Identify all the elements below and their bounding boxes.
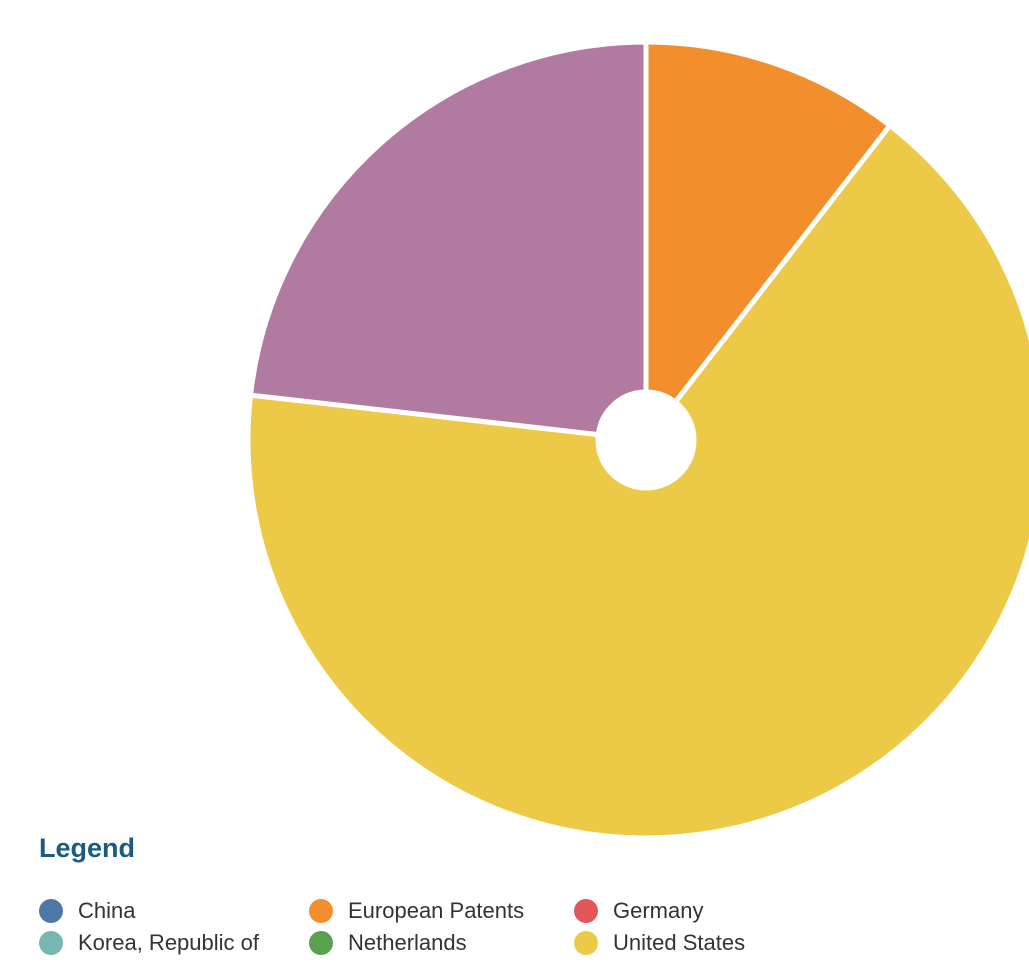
legend-label-netherlands: Netherlands xyxy=(348,930,467,955)
legend-dot-china xyxy=(39,899,63,923)
chart-slices xyxy=(245,39,1029,840)
legend-item-germany[interactable]: Germany xyxy=(574,898,774,924)
legend-label-china: China xyxy=(78,898,136,923)
legend-title: Legend xyxy=(39,833,136,863)
legend-label-germany: Germany xyxy=(613,898,704,923)
legend-item-united-states[interactable]: United States xyxy=(574,930,774,956)
pie-slice-european-patents[interactable] xyxy=(643,39,893,405)
legend: China European Patents Germany Korea, Re… xyxy=(39,898,774,956)
legend-dot-korea xyxy=(39,931,63,955)
pie-slice-korea-republic-of[interactable] xyxy=(248,39,649,438)
legend-item-netherlands[interactable]: Netherlands xyxy=(309,930,574,956)
donut-chart xyxy=(245,39,1029,840)
legend-dot-united-states xyxy=(574,931,598,955)
pie-slice-united-states[interactable] xyxy=(245,123,1029,840)
legend-item-china[interactable]: China xyxy=(39,898,309,924)
legend-dot-european-patents xyxy=(309,899,333,923)
legend-dot-germany xyxy=(574,899,598,923)
legend-label-korea: Korea, Republic of xyxy=(78,930,259,955)
legend-item-european-patents[interactable]: European Patents xyxy=(309,898,574,924)
legend-dot-netherlands xyxy=(309,931,333,955)
legend-label-united-states: United States xyxy=(613,930,746,955)
legend-item-korea[interactable]: Korea, Republic of xyxy=(39,930,309,956)
legend-label-european-patents: European Patents xyxy=(348,898,525,923)
